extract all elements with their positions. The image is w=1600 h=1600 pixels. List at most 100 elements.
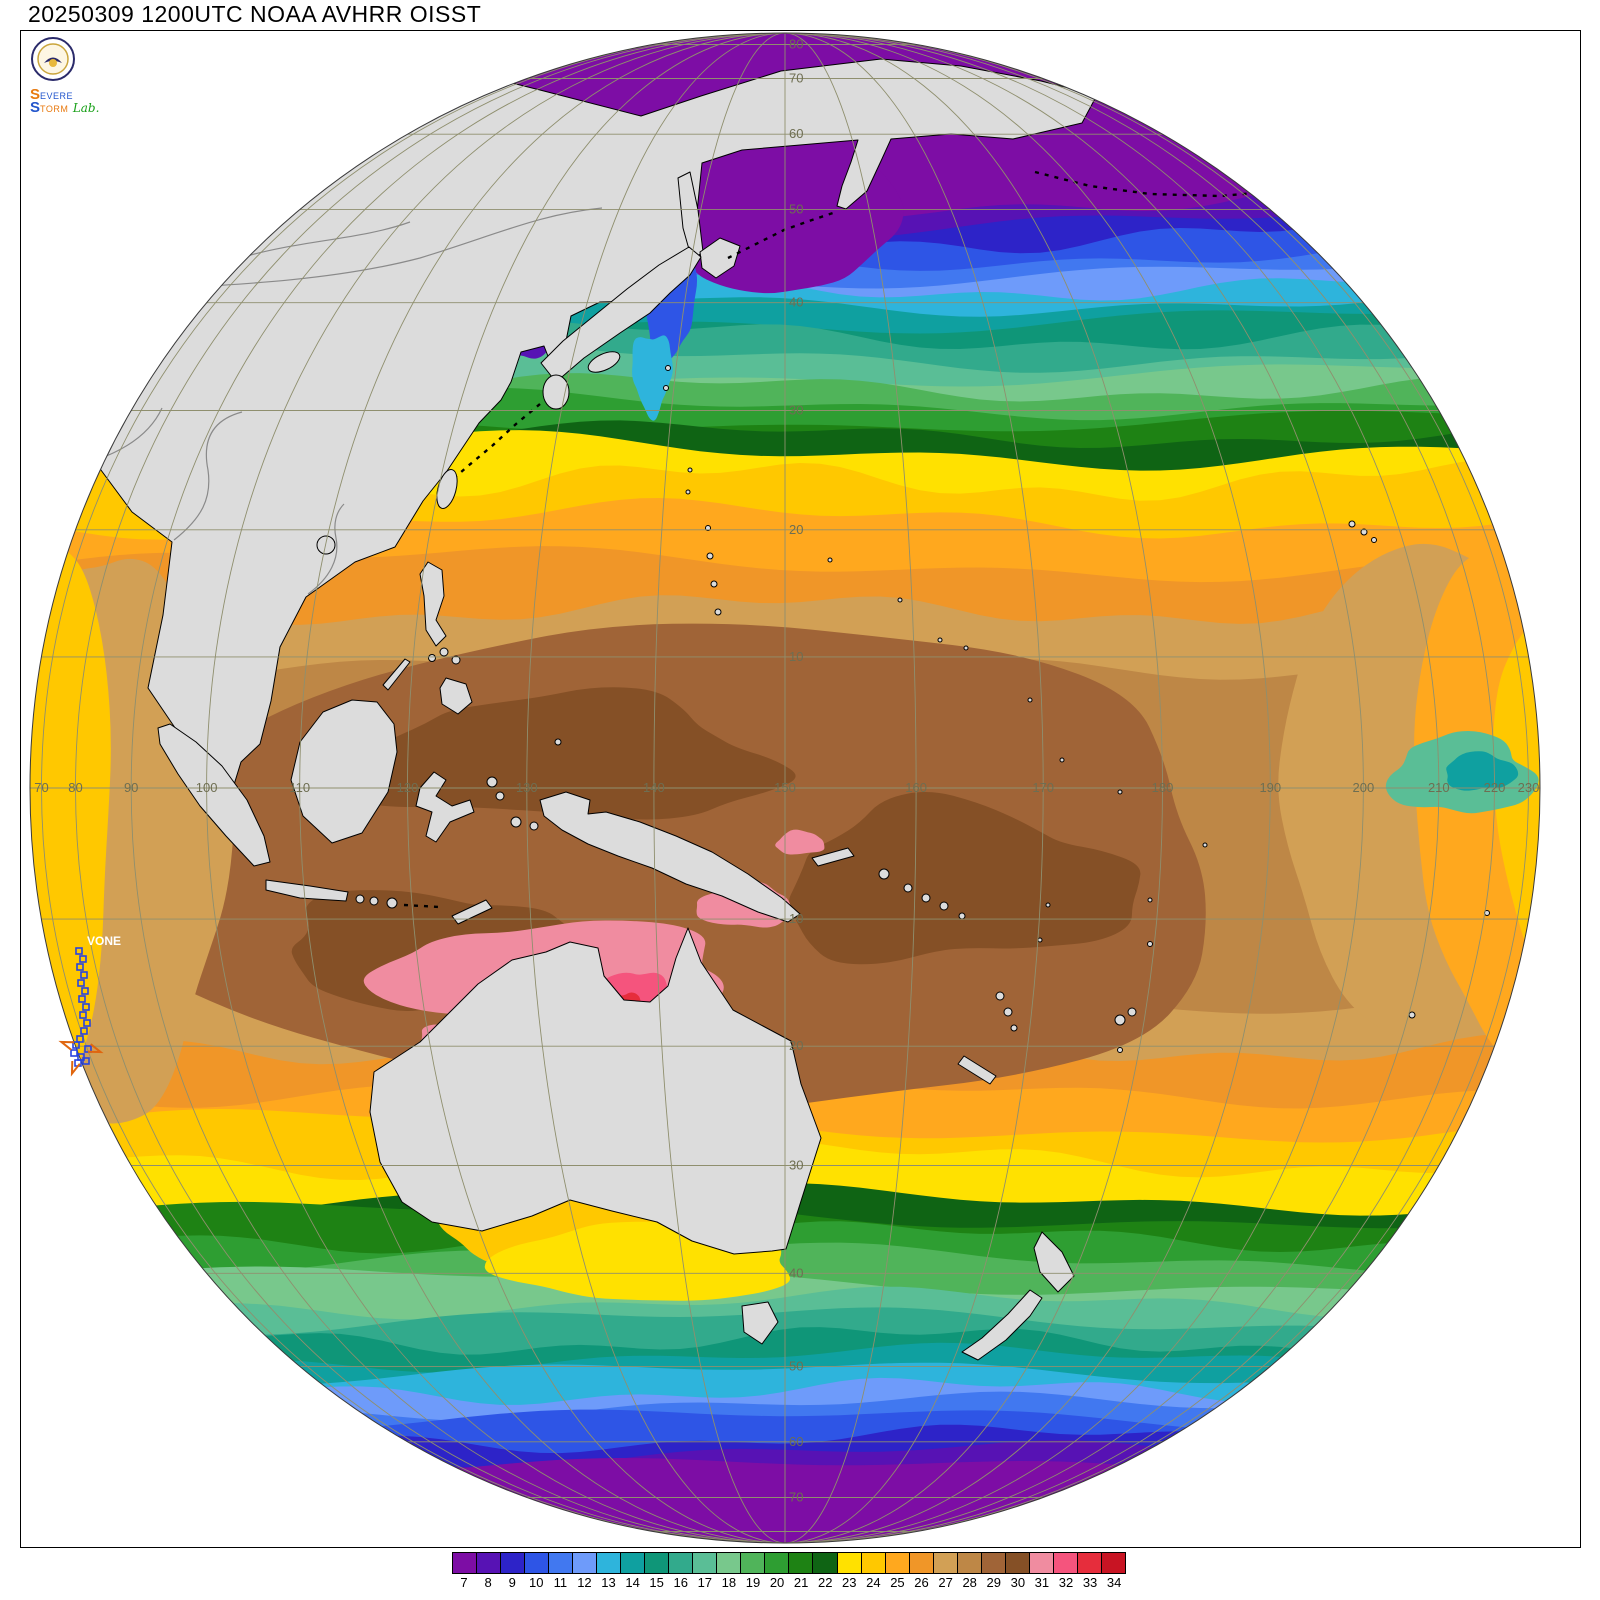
colorbar-cell-21: [789, 1553, 814, 1573]
sst-feature-24C: [30, 534, 111, 1112]
timor-island: [451, 899, 493, 925]
colorbar-value: 32: [1058, 1575, 1074, 1590]
colorbar-cell-27: [933, 1553, 958, 1573]
storm-arrow: [70, 1060, 81, 1077]
storm-marker: [80, 1027, 88, 1035]
colorbar-value: 14: [625, 1575, 640, 1590]
logo-line1-initial: S: [30, 86, 41, 103]
lab-logo: SEVERE STORM Lab.: [30, 36, 140, 115]
colorbar-cell-20: [765, 1553, 790, 1573]
kyushu-island: [542, 374, 570, 410]
meridian-pair-10: [653, 33, 917, 1543]
colorbar-value: 10: [529, 1575, 544, 1590]
sst-colorbar-values: 7 8 9 10 11 12 13 14 15 16 17 18 19 20 21 22 23 24 25 26 27 2…: [452, 1575, 1126, 1590]
colorbar-value: 17: [697, 1575, 713, 1590]
storm-arrow: [87, 1043, 104, 1054]
colorbar-value: 25: [890, 1575, 905, 1590]
lombok-island: [369, 896, 379, 906]
lat-label: 30: [789, 1158, 803, 1173]
storm-marker: [72, 1041, 80, 1049]
colorbar-value: 8: [484, 1575, 492, 1590]
storm-marker: [70, 1049, 78, 1057]
lat-label: 60: [789, 1434, 803, 1449]
storm-arrow: [58, 1040, 75, 1051]
vanuatu-island: [1003, 1007, 1013, 1017]
storm-marker: [79, 955, 87, 963]
mariana-island: [705, 525, 711, 531]
atoll: [1147, 941, 1153, 947]
tasmania-island: [741, 1301, 779, 1345]
visayas-island: [428, 654, 436, 662]
moluccas-island: [495, 791, 505, 801]
mariana-island: [714, 608, 722, 616]
lat-label: 10: [789, 911, 803, 926]
storm-marker: [78, 995, 86, 1003]
fiji-island: [1114, 1014, 1126, 1026]
colorbar-cell-30: [1005, 1553, 1030, 1573]
solomon-island: [903, 883, 913, 893]
atoll: [1037, 937, 1043, 943]
mindanao-island: [439, 677, 473, 715]
bali-island: [355, 894, 365, 904]
storm-marker: [76, 963, 84, 971]
colorbar-cell-25: [885, 1553, 910, 1573]
lat-label: 40: [789, 295, 803, 310]
atoll: [937, 637, 943, 643]
fiji-island: [1127, 1007, 1137, 1017]
taiwan-island: [436, 469, 458, 509]
sumbawa-island: [386, 897, 398, 909]
meridian-pair-40: [299, 33, 1271, 1543]
bougainville-island: [878, 868, 890, 880]
colorbar-cell-29: [981, 1553, 1006, 1573]
solomon-island: [921, 893, 931, 903]
colorbar-value: 13: [601, 1575, 616, 1590]
colorbar-value: 30: [1010, 1575, 1026, 1590]
colorbar-value: 28: [962, 1575, 977, 1590]
colorbar-value: 18: [721, 1575, 737, 1590]
colorbar-value: 23: [842, 1575, 857, 1590]
storm-marker: [77, 979, 85, 987]
sst-feature-24C: [1492, 581, 1540, 991]
colorbar-cell-26: [909, 1553, 934, 1573]
lat-label: 50: [789, 1358, 803, 1373]
vanuatu-island: [995, 991, 1005, 1001]
new-zealand-north-island: [1033, 1231, 1075, 1293]
colorbar-value: 33: [1082, 1575, 1098, 1590]
atoll: [1147, 897, 1153, 903]
colorbar-value: 20: [769, 1575, 785, 1590]
lat-label: 30: [789, 403, 803, 418]
meridian-pair-50: [206, 33, 1364, 1543]
mariana-island: [710, 580, 718, 588]
colorbar-cell-14: [621, 1553, 646, 1573]
storm-marker: [82, 1057, 90, 1065]
atoll: [1408, 1011, 1416, 1019]
colorbar-value: 16: [673, 1575, 688, 1590]
lat-label: 20: [789, 1038, 803, 1053]
lon-label: 130: [516, 780, 538, 795]
logo-line2-rest: TORM: [40, 104, 69, 114]
lat-label: 70: [789, 71, 803, 86]
storm-track: VONE: [58, 934, 121, 1077]
storm-marker: [83, 1019, 91, 1027]
lon-label: 180: [1152, 780, 1174, 795]
hokkaido-island: [699, 237, 741, 279]
colorbar-cell-33: [1077, 1553, 1102, 1573]
lat-label: 70: [789, 1490, 803, 1505]
storm-marker: [75, 947, 83, 955]
lon-label: 140: [643, 780, 665, 795]
australia-landmass: [369, 927, 822, 1255]
colorbar-cell-12: [573, 1553, 598, 1573]
colorbar-cell-28: [957, 1553, 982, 1573]
lon-label: 160: [905, 780, 927, 795]
hawaii-island: [1360, 528, 1368, 536]
colorbar-cell-10: [525, 1553, 550, 1573]
colorbar-cell-13: [597, 1553, 622, 1573]
palau-island: [554, 738, 562, 746]
meridian-pair-60: [130, 33, 1440, 1543]
lat-label: 20: [789, 522, 803, 537]
java-island: [265, 879, 349, 902]
kuril-islands-chain: [727, 210, 837, 260]
lat-label: 40: [789, 1265, 803, 1280]
atoll: [897, 597, 903, 603]
